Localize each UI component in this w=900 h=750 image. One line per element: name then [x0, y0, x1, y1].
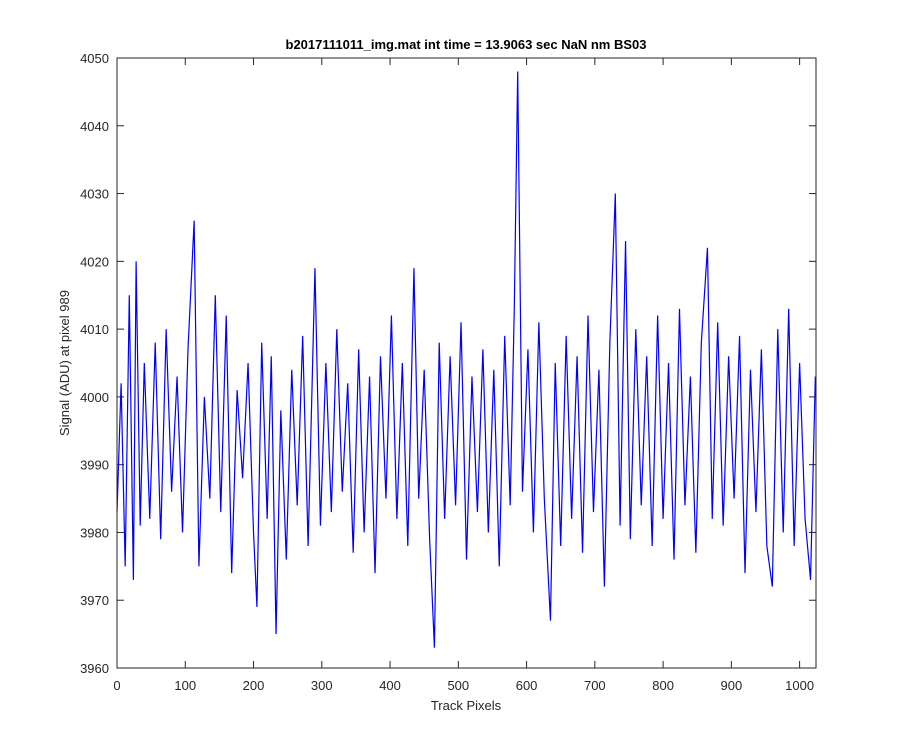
x-tick-label: 200: [243, 678, 265, 693]
x-tick-label: 800: [652, 678, 674, 693]
x-tick-label: 400: [379, 678, 401, 693]
x-axis-label: Track Pixels: [431, 698, 502, 713]
data-line: [116, 71, 816, 648]
y-tick-label: 4020: [80, 254, 109, 269]
chart-title: b2017111011_img.mat int time = 13.9063 s…: [286, 37, 647, 52]
plot-frame: [116, 57, 817, 669]
y-tick-label: 4000: [80, 390, 109, 405]
x-tick-label: 100: [174, 678, 196, 693]
y-tick-label: 3970: [80, 593, 109, 608]
y-tick-label: 3980: [80, 525, 109, 540]
y-tick-label: 3990: [80, 458, 109, 473]
y-tick-label: 4030: [80, 187, 109, 202]
y-tick-label: 3960: [80, 661, 109, 676]
y-tick-label: 4010: [80, 322, 109, 337]
x-tick-label: 500: [447, 678, 469, 693]
x-tick-label: 900: [721, 678, 743, 693]
x-tick-label: 700: [584, 678, 606, 693]
x-tick-label: 0: [113, 678, 120, 693]
x-tick-label: 1000: [785, 678, 814, 693]
y-axis-label: Signal (ADU) at pixel 989: [57, 290, 72, 436]
y-tick-label: 4040: [80, 119, 109, 134]
x-tick-label: 600: [516, 678, 538, 693]
y-tick-label: 4050: [80, 51, 109, 66]
x-tick-label: 300: [311, 678, 333, 693]
